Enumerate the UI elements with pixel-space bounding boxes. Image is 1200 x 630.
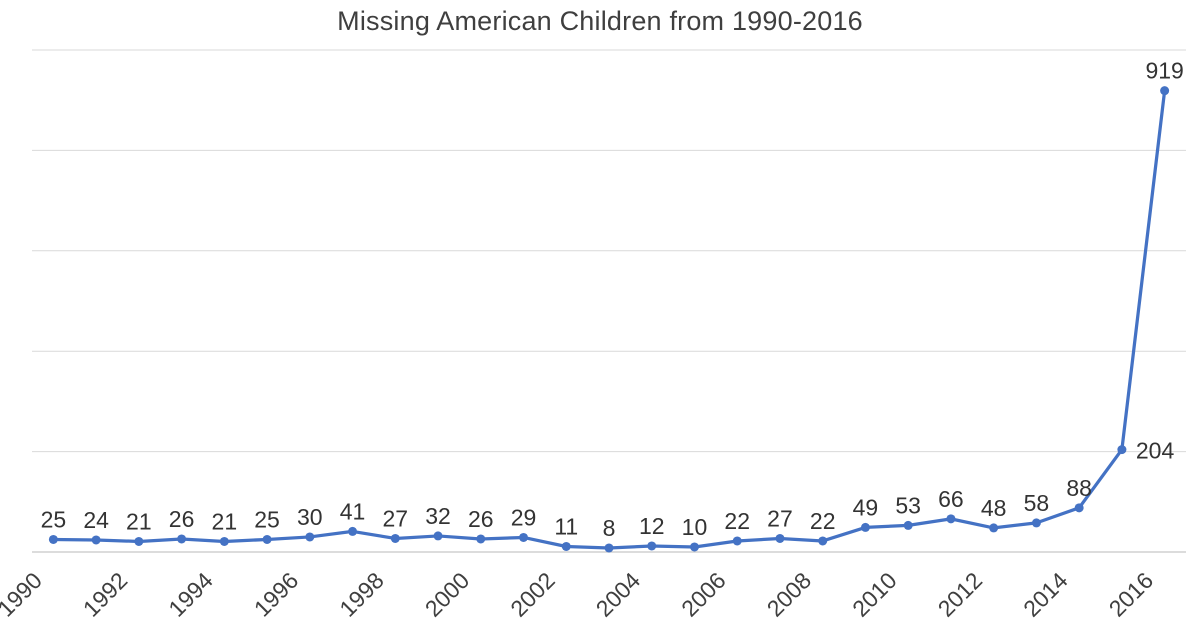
data-point <box>177 534 187 544</box>
data-label: 30 <box>297 504 323 530</box>
data-label: 22 <box>810 508 836 534</box>
x-tick-label: 1998 <box>334 567 389 622</box>
data-label: 49 <box>853 494 879 520</box>
data-point <box>561 541 571 551</box>
data-point <box>775 533 785 543</box>
data-label: 22 <box>724 508 750 534</box>
data-point <box>305 532 315 542</box>
data-point <box>647 541 657 551</box>
data-label: 58 <box>1024 490 1050 516</box>
data-point <box>1160 86 1170 96</box>
data-label: 919 <box>1145 58 1183 84</box>
data-label: 88 <box>1066 475 1092 501</box>
data-point <box>732 536 742 546</box>
data-point <box>1117 445 1127 455</box>
data-point <box>903 520 913 530</box>
x-tick-label: 2010 <box>847 567 902 622</box>
data-label: 26 <box>169 506 195 532</box>
chart-title: Missing American Children from 1990-2016 <box>337 6 863 36</box>
data-point <box>860 522 870 532</box>
x-tick-label: 2002 <box>505 567 560 622</box>
data-label: 25 <box>254 506 280 532</box>
data-label: 66 <box>938 486 964 512</box>
data-point <box>262 534 272 544</box>
x-tick-label: 2016 <box>1104 567 1159 622</box>
x-tick-label: 2012 <box>933 567 988 622</box>
data-point <box>818 536 828 546</box>
data-label: 24 <box>83 507 109 533</box>
data-point <box>134 536 144 546</box>
data-label: 12 <box>639 513 665 539</box>
x-tick-label: 2004 <box>591 567 646 622</box>
data-label: 29 <box>511 504 537 530</box>
data-point <box>348 526 358 536</box>
series-line <box>51 89 1167 550</box>
data-point <box>476 534 486 544</box>
data-label: 27 <box>382 505 408 531</box>
data-point <box>946 514 956 524</box>
data-point <box>989 523 999 533</box>
data-label: 21 <box>212 508 238 534</box>
data-label: 204 <box>1136 438 1175 464</box>
x-tick-label: 2000 <box>420 567 475 622</box>
data-label: 32 <box>425 503 451 529</box>
data-point <box>219 536 229 546</box>
data-point <box>1074 503 1084 513</box>
x-tick-label: 2006 <box>676 567 731 622</box>
x-tick-label: 1990 <box>0 567 47 622</box>
data-point <box>390 533 400 543</box>
data-point <box>48 534 58 544</box>
x-tick-label: 2014 <box>1018 567 1073 622</box>
data-point <box>519 532 529 542</box>
data-label: 53 <box>895 492 921 518</box>
data-label: 11 <box>554 513 578 539</box>
data-point <box>604 543 614 553</box>
data-point <box>1031 518 1041 528</box>
x-tick-label: 1992 <box>78 567 133 622</box>
data-label: 8 <box>603 515 616 541</box>
data-point <box>91 535 101 545</box>
data-label: 41 <box>340 498 366 524</box>
data-label: 25 <box>41 506 67 532</box>
data-point <box>433 531 443 541</box>
x-tick-label: 1994 <box>163 567 218 622</box>
x-tick-label: 1996 <box>249 567 304 622</box>
data-label: 10 <box>682 514 708 540</box>
data-label: 21 <box>126 508 152 534</box>
data-label: 48 <box>981 495 1007 521</box>
data-label: 27 <box>767 505 793 531</box>
data-point <box>689 542 699 552</box>
data-label: 26 <box>468 506 494 532</box>
x-tick-label: 2008 <box>762 567 817 622</box>
